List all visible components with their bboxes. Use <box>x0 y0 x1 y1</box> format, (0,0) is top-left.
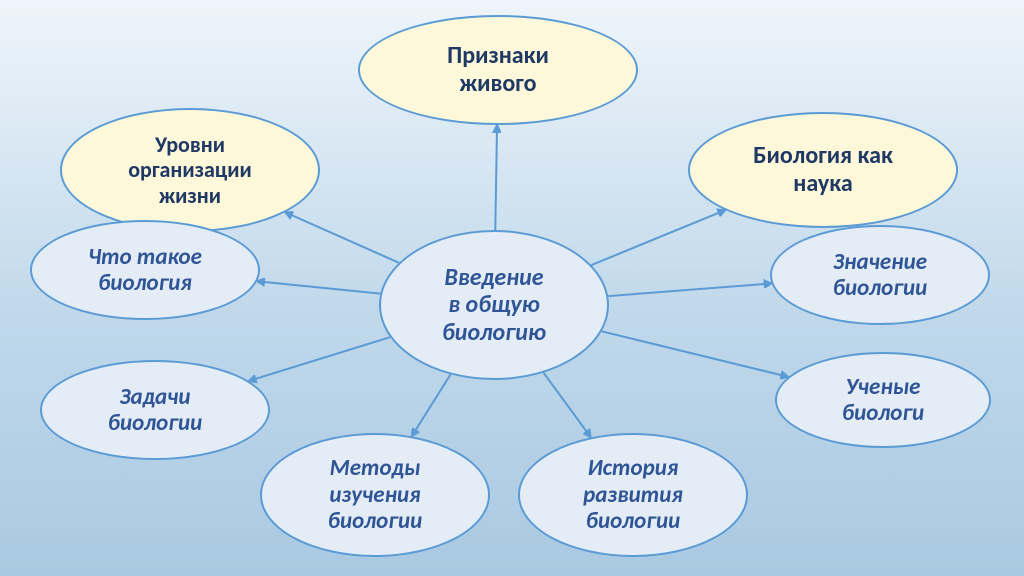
node-history: История развития биологии <box>518 433 748 557</box>
node-label-history: История развития биологии <box>577 455 689 534</box>
node-label-center: Введение в общую биологию <box>436 264 552 347</box>
node-label-methods: Методы изучения биологии <box>322 455 428 534</box>
node-label-levels: Уровни организации жизни <box>122 132 258 208</box>
node-label-meaning: Значение биологии <box>827 249 933 302</box>
node-center: Введение в общую биологию <box>379 230 609 380</box>
edge-tasks <box>249 337 390 381</box>
node-bio_as_science: Биология как наука <box>688 112 958 228</box>
edge-signs <box>495 125 497 230</box>
edge-history <box>544 373 591 438</box>
node-what_is: Что такое биология <box>30 220 260 320</box>
edge-scientists <box>602 331 789 377</box>
edge-levels <box>285 212 399 263</box>
node-scientists: Ученые биологи <box>775 352 991 448</box>
node-label-what_is: Что такое биология <box>82 244 208 297</box>
node-label-signs: Признаки живого <box>441 42 555 97</box>
node-signs: Признаки живого <box>358 15 638 125</box>
edge-what_is <box>257 281 380 293</box>
node-methods: Методы изучения биологии <box>260 433 490 557</box>
node-label-tasks: Задачи биологии <box>102 384 208 437</box>
edge-methods <box>412 374 451 436</box>
diagram-stage: Введение в общую биологию Признаки живого… <box>0 0 1024 576</box>
edge-meaning <box>608 283 771 296</box>
node-tasks: Задачи биологии <box>40 360 270 460</box>
node-levels: Уровни организации жизни <box>60 108 320 232</box>
node-label-scientists: Ученые биологи <box>836 374 930 427</box>
edge-bio_as_science <box>591 210 725 265</box>
node-label-bio_as_science: Биология как наука <box>747 142 899 197</box>
node-meaning: Значение биологии <box>770 225 990 325</box>
